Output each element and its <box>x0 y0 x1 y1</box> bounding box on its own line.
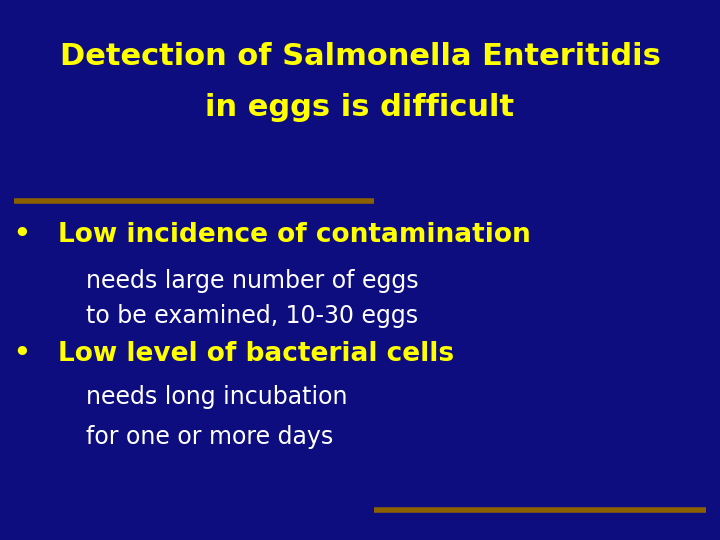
Text: Detection of Salmonella Enteritidis: Detection of Salmonella Enteritidis <box>60 42 660 71</box>
Text: •: • <box>13 222 30 248</box>
Text: in eggs is difficult: in eggs is difficult <box>205 93 515 123</box>
Text: Low level of bacterial cells: Low level of bacterial cells <box>58 341 454 367</box>
Text: needs large number of eggs: needs large number of eggs <box>86 269 419 293</box>
Text: needs long incubation: needs long incubation <box>86 385 348 409</box>
Text: Low incidence of contamination: Low incidence of contamination <box>58 222 531 248</box>
Text: •: • <box>13 341 30 367</box>
Text: for one or more days: for one or more days <box>86 426 333 449</box>
Text: to be examined, 10-30 eggs: to be examined, 10-30 eggs <box>86 304 418 328</box>
